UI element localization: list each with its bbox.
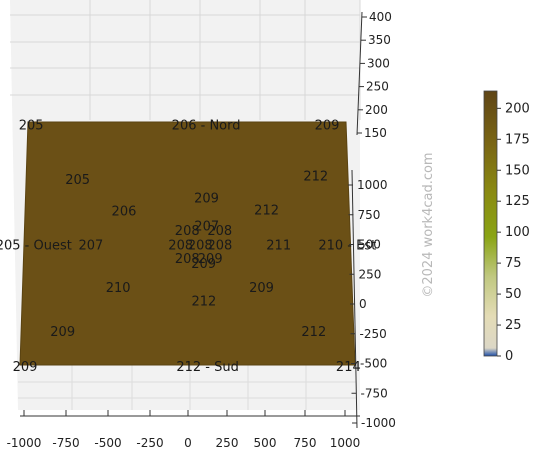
z-tick-label: 400 bbox=[369, 10, 392, 24]
y-tick-label: -1000 bbox=[361, 416, 396, 430]
x-tick-label: 750 bbox=[294, 436, 317, 450]
x-tick-label: -1000 bbox=[7, 436, 42, 450]
point-label: 209 bbox=[50, 325, 75, 340]
point-label: 206 bbox=[112, 205, 137, 220]
point-label: 209 bbox=[194, 191, 219, 206]
y-tick-label: 0 bbox=[359, 297, 367, 311]
point-label: 212 bbox=[254, 203, 279, 218]
colorbar-tick-label: 175 bbox=[505, 132, 530, 147]
point-label: 205 bbox=[19, 118, 44, 133]
y-tick-label: 250 bbox=[359, 267, 382, 281]
point-label: 212 - Sud bbox=[176, 360, 239, 375]
point-label: 209 bbox=[249, 281, 274, 296]
colorbar-tick-label: 150 bbox=[505, 163, 530, 178]
z-tick-label: 150 bbox=[364, 126, 387, 140]
surface bbox=[19, 121, 356, 366]
point-label: 210 - Est bbox=[318, 239, 376, 254]
colorbar-tick-label: 200 bbox=[505, 101, 530, 116]
point-label: 209 bbox=[191, 257, 216, 272]
point-label: 209 bbox=[198, 252, 223, 267]
point-label: 208 bbox=[168, 239, 193, 254]
x-tick-label: 1000 bbox=[330, 436, 361, 450]
point-label: 212 bbox=[301, 325, 326, 340]
point-label: 211 bbox=[266, 239, 291, 254]
colorbar-tick-label: 0 bbox=[505, 349, 513, 364]
point-label: 207 bbox=[194, 219, 219, 234]
y-tick-label: 750 bbox=[358, 208, 381, 222]
x-tick-label: -750 bbox=[52, 436, 79, 450]
grid bbox=[10, 0, 361, 410]
x-tick-label: 0 bbox=[184, 436, 192, 450]
y-tick-label: -500 bbox=[360, 357, 387, 371]
colorbar-tick-label: 100 bbox=[505, 225, 530, 240]
x-axis: -1000 -750 -500 -250 0 250 500 750 1000 bbox=[7, 410, 361, 450]
point-label: 208 bbox=[207, 224, 232, 239]
point-label: 209 bbox=[315, 118, 340, 133]
y-tick-label: 500 bbox=[358, 238, 381, 252]
point-label: 208 bbox=[188, 239, 213, 254]
x-tick-label: 500 bbox=[254, 436, 277, 450]
point-label: 205 - Ouest bbox=[0, 239, 72, 254]
z-tick-label: 350 bbox=[368, 33, 391, 47]
z-tick-label: 200 bbox=[365, 103, 388, 117]
y-tick-label: -750 bbox=[361, 386, 388, 400]
point-label: 212 bbox=[191, 295, 216, 310]
point-label: 209 bbox=[13, 360, 38, 375]
point-label: 214 bbox=[336, 360, 361, 375]
colorbar-tick-label: 75 bbox=[505, 256, 522, 271]
point-label: 208 bbox=[175, 252, 200, 267]
z-tick-label: 250 bbox=[366, 80, 389, 94]
point-label: 208 bbox=[207, 239, 232, 254]
y-tick-label: -250 bbox=[360, 327, 387, 341]
point-label: 207 bbox=[78, 239, 103, 254]
x-tick-label: -250 bbox=[136, 436, 163, 450]
colorbar-gradient bbox=[483, 90, 498, 357]
point-label: 208 bbox=[175, 224, 200, 239]
point-label: 206 - Nord bbox=[172, 118, 241, 133]
x-tick-label: 250 bbox=[216, 436, 239, 450]
y-axis: 1000 750 500 250 0 -250 -500 -750 -1000 bbox=[348, 169, 396, 430]
x-tick-label: -500 bbox=[94, 436, 121, 450]
colorbar-tick-label: 125 bbox=[505, 194, 530, 209]
colorbar-tick-label: 50 bbox=[505, 287, 522, 302]
point-label: 210 bbox=[106, 281, 131, 296]
z-tick-label: 300 bbox=[367, 56, 390, 70]
watermark: ©2024 work4cad.com bbox=[421, 152, 436, 297]
colorbar: 200 175 150 125 100 75 50 25 0 bbox=[483, 90, 530, 364]
point-label: 212 bbox=[303, 169, 328, 184]
y-tick-label: 1000 bbox=[357, 178, 388, 192]
z-axis: 400 350 300 250 200 150 bbox=[356, 10, 392, 140]
point-label: 205 bbox=[65, 173, 90, 188]
colorbar-tick-label: 25 bbox=[505, 318, 522, 333]
